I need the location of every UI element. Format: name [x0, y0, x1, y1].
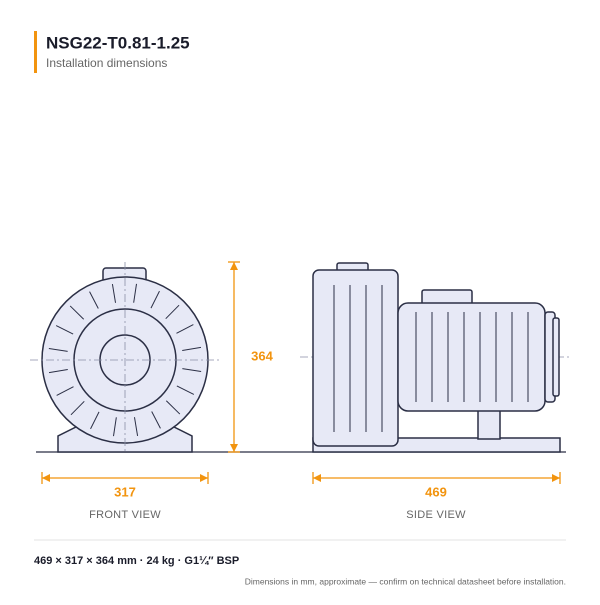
- fin: [69, 305, 85, 320]
- footnote: Dimensions in mm, approximate — confirm …: [245, 576, 566, 586]
- fin: [133, 417, 139, 437]
- fin: [165, 304, 180, 320]
- fin: [112, 417, 117, 437]
- side-length-label: 469: [425, 484, 447, 499]
- fin: [111, 283, 117, 303]
- fin: [176, 324, 194, 334]
- motor-fan-cover: [552, 317, 560, 397]
- fin: [70, 400, 85, 416]
- motor-body: [397, 302, 546, 412]
- subtitle: Installation dimensions: [46, 56, 167, 70]
- side-view-drawing: [300, 262, 572, 453]
- fin: [151, 411, 161, 429]
- fin: [48, 347, 68, 352]
- fin: [90, 411, 100, 430]
- fin: [56, 386, 74, 396]
- height-label: 364: [251, 348, 273, 363]
- fin: [176, 385, 195, 395]
- side-view-label: SIDE VIEW: [406, 509, 466, 521]
- fin: [150, 290, 160, 309]
- fin: [133, 283, 138, 303]
- front-view-label: FRONT VIEW: [89, 509, 161, 521]
- title-accent: [34, 31, 37, 73]
- side-pump-body: [312, 269, 399, 447]
- front-width-label: 317: [114, 484, 136, 499]
- fin: [165, 400, 181, 415]
- fin: [182, 368, 202, 373]
- fin: [48, 368, 68, 374]
- spec-line: 469 × 317 × 364 mm · 24 kg · G1¼″ BSP: [34, 555, 239, 567]
- fin: [182, 346, 202, 352]
- fin: [89, 291, 99, 309]
- front-view-drawing: [30, 262, 220, 453]
- fin: [55, 325, 74, 335]
- title: NSG22-T0.81-1.25: [46, 33, 190, 52]
- side-support: [477, 408, 501, 440]
